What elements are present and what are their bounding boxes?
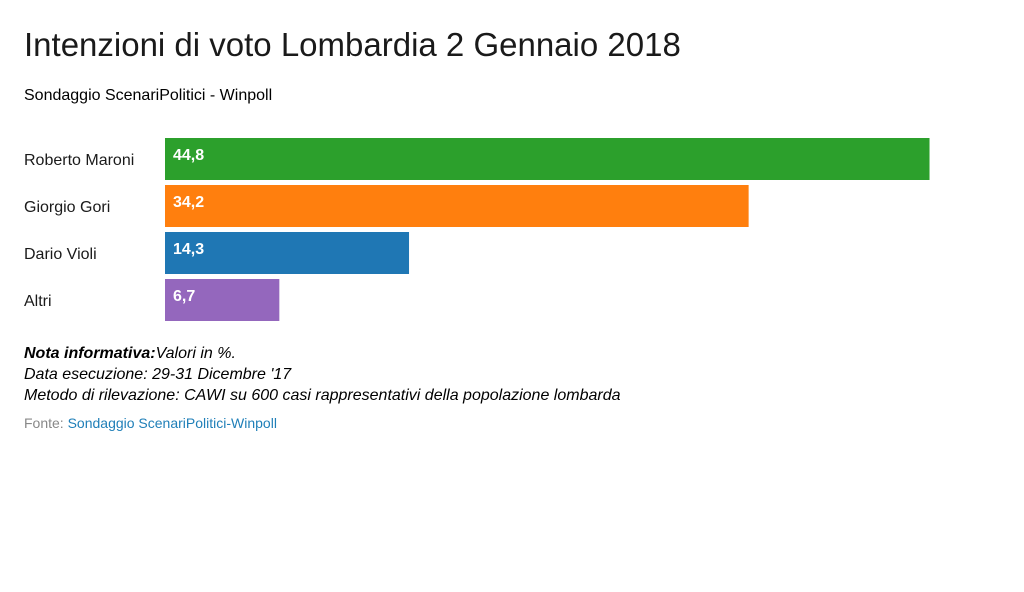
source-line: Fonte: Sondaggio ScenariPolitici-Winpoll: [24, 415, 277, 431]
value-label: 6,7: [173, 288, 195, 305]
notes-block: Nota informativa:Valori in %. Data esecu…: [24, 343, 620, 406]
note-line: Nota informativa:Valori in %.: [24, 343, 620, 364]
note-text: Valori in %.: [155, 345, 236, 362]
note-label: Nota informativa:: [24, 345, 156, 362]
category-label: Giorgio Gori: [24, 199, 110, 216]
category-label: Altri: [24, 293, 52, 310]
survey-method: Metodo di rilevazione: CAWI su 600 casi …: [24, 387, 621, 404]
category-label: Dario Violi: [24, 246, 97, 263]
bar: [165, 232, 410, 274]
bar: [165, 138, 930, 180]
chart-subtitle: Sondaggio ScenariPolitici - Winpoll: [24, 87, 273, 104]
value-label: 14,3: [173, 241, 204, 258]
chart-title: Intenzioni di voto Lombardia 2 Gennaio 2…: [24, 26, 681, 63]
source-link[interactable]: Sondaggio ScenariPolitici-Winpoll: [67, 415, 277, 431]
bar: [165, 279, 280, 321]
bar-chart: Roberto Maroni 44,8 Giorgio Gori 34,2 Dario …: [24, 138, 930, 321]
value-label: 34,2: [173, 194, 204, 211]
bar: [165, 185, 749, 227]
execution-date: Data esecuzione: 29-31 Dicembre '17: [24, 366, 292, 383]
source-label: Fonte:: [24, 415, 64, 431]
value-label: 44,8: [173, 147, 204, 164]
category-label: Roberto Maroni: [24, 152, 134, 169]
